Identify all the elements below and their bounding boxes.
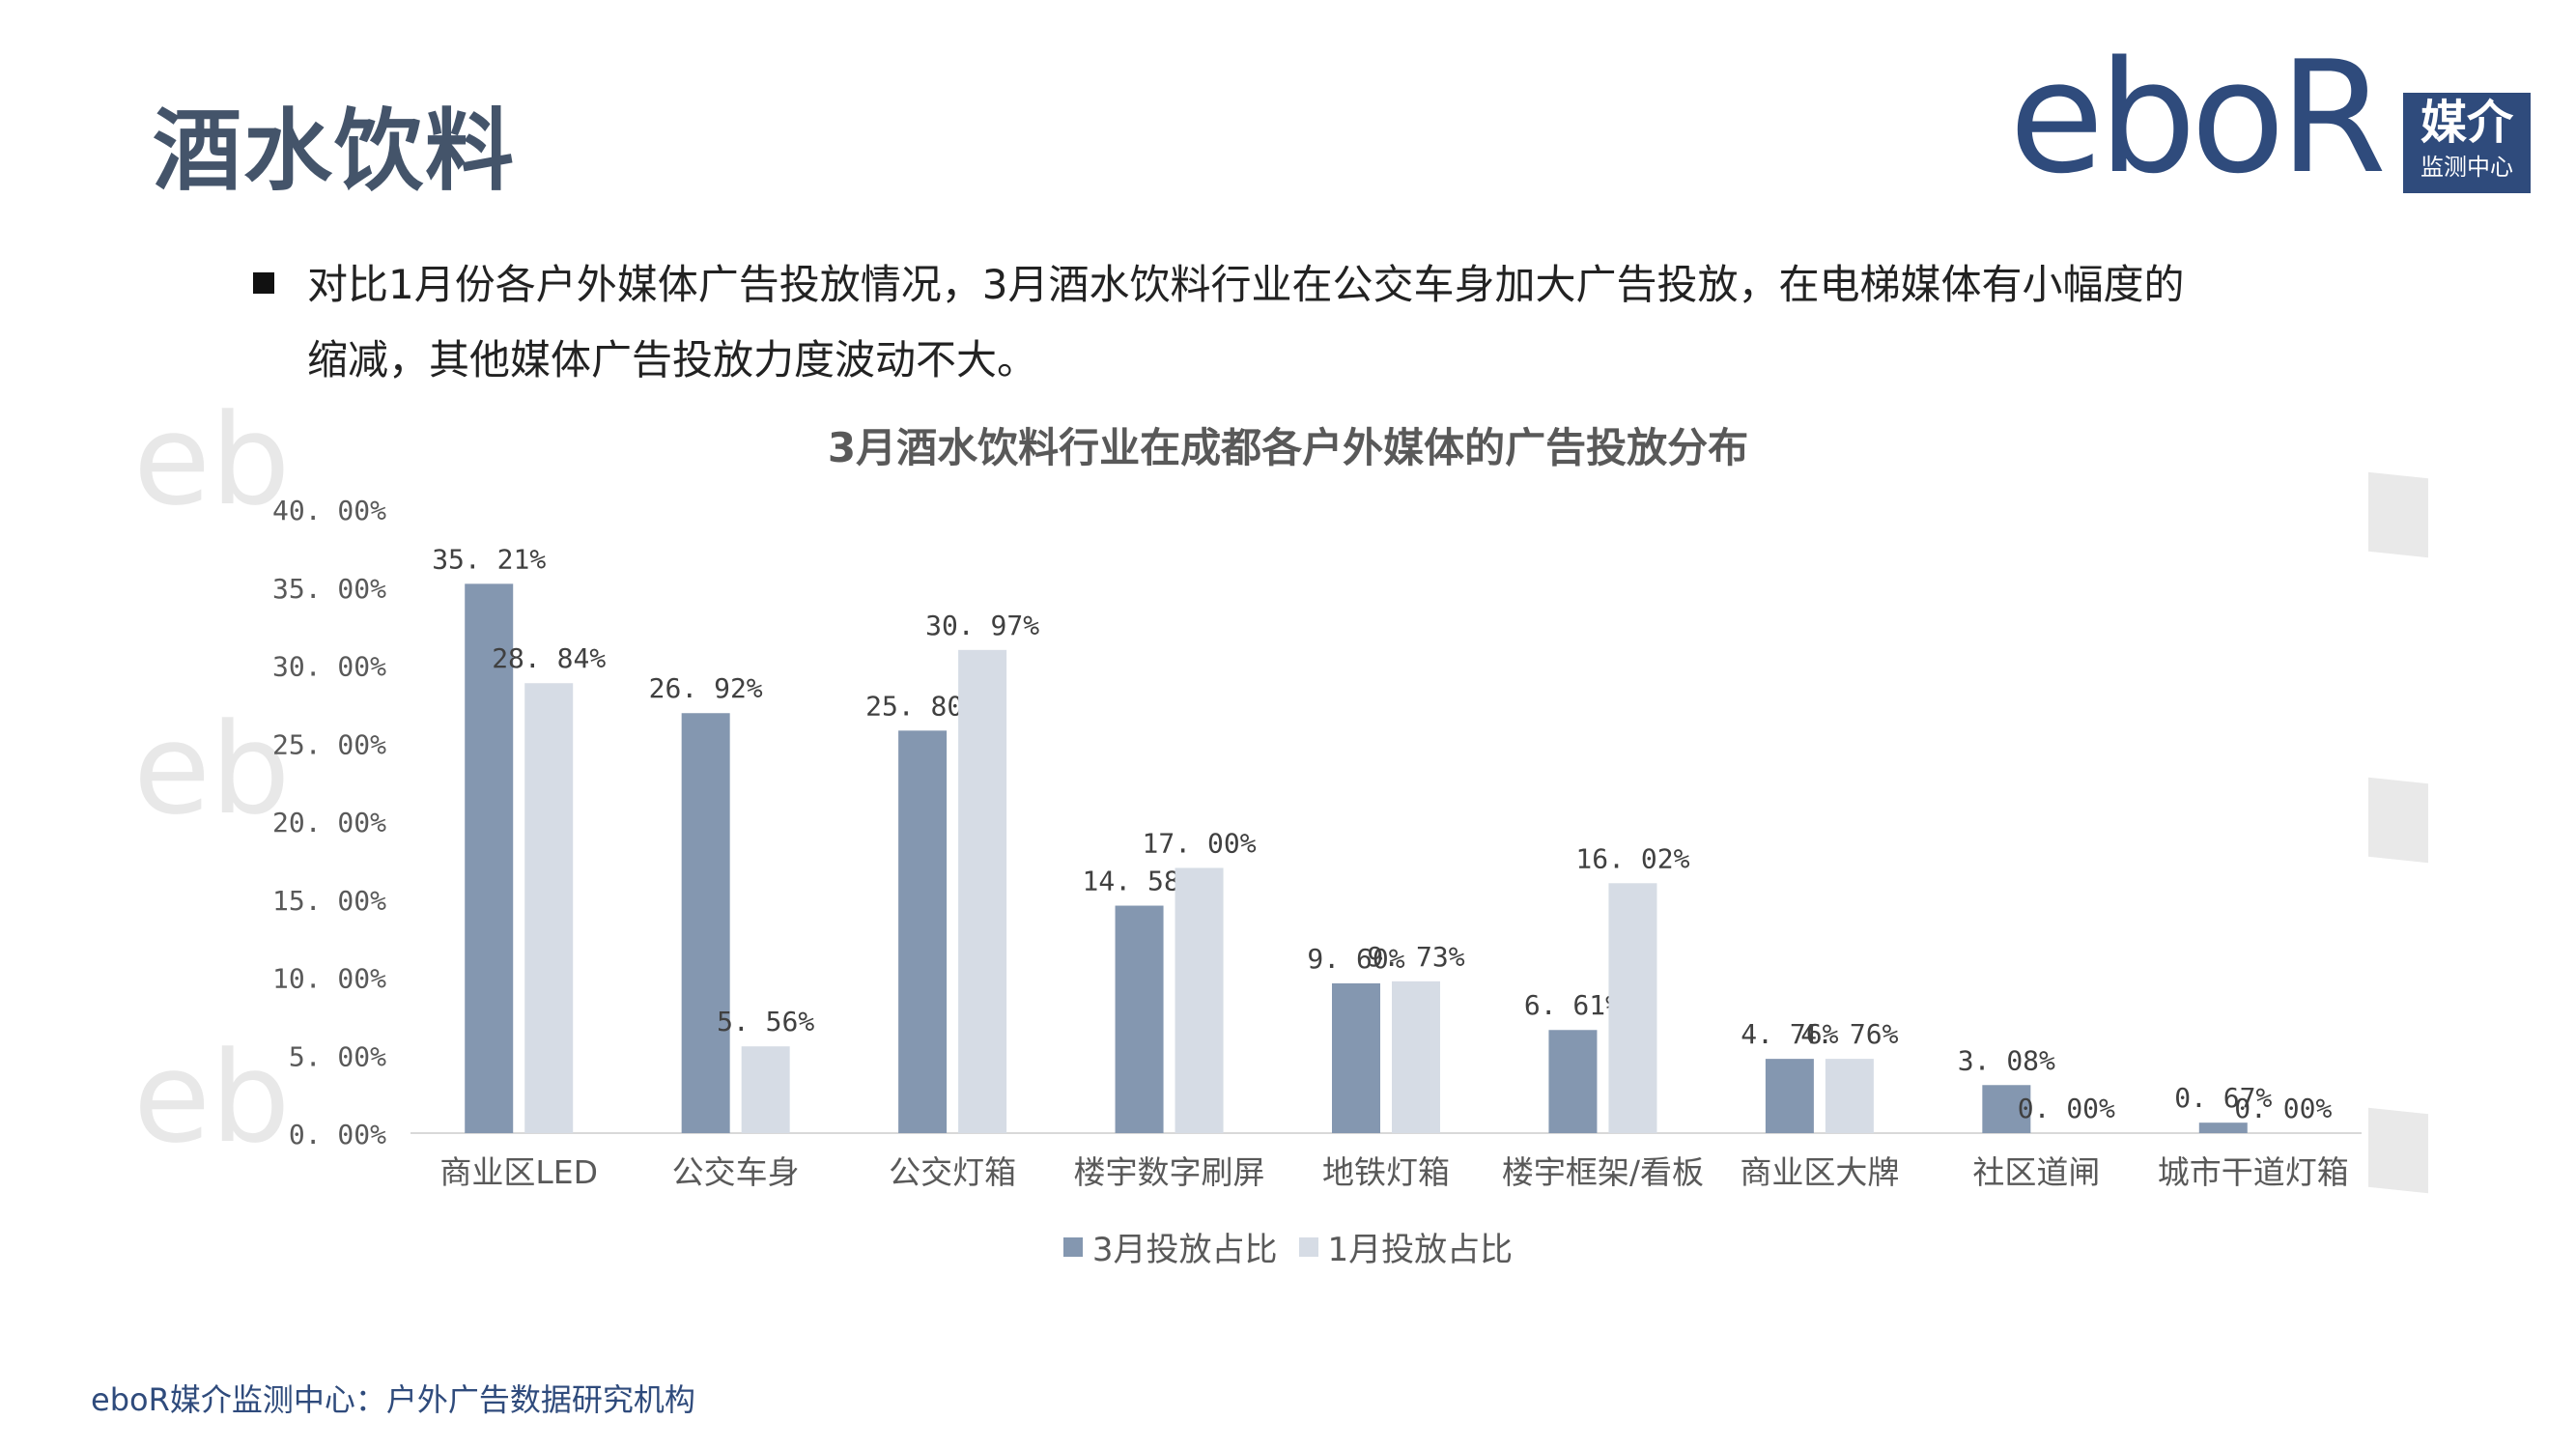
data-label-january: 30. 97% (925, 610, 1039, 641)
logo-badge-subtitle: 监测中心 (2420, 154, 2513, 181)
legend-item-january: 1月投放占比 (1298, 1223, 1514, 1270)
bar-march (1332, 982, 1380, 1133)
x-category-label: 商业区大牌 (1740, 1153, 1899, 1191)
y-tick-label: 30. 00% (272, 651, 386, 683)
chart-title: 3月酒水饮料行业在成都各户外媒体的广告投放分布 (827, 424, 1749, 471)
bar-january (1825, 1059, 1874, 1133)
y-tick-label: 0. 00% (289, 1119, 386, 1151)
x-category-label: 公交灯箱 (889, 1153, 1016, 1191)
logo-badge-title: 媒介 (2420, 96, 2513, 150)
x-category-label: 公交车身 (672, 1153, 800, 1191)
data-label-january: 16. 02% (1575, 842, 1689, 874)
y-tick-label: 10. 00% (272, 963, 386, 995)
description-line-2: 缩减，其他媒体广告投放力度波动不大。 (307, 336, 1038, 384)
data-label-january: 4. 76% (1800, 1018, 1898, 1050)
data-label-march: 3. 08% (1958, 1044, 2055, 1076)
logo-badge: 媒介 监测中心 (2403, 93, 2531, 193)
bar-march (898, 730, 948, 1133)
y-tick-label: 40. 00% (272, 495, 386, 526)
data-label-march: 35. 21% (432, 543, 546, 575)
watermark-bottom: eb (133, 1024, 291, 1171)
bar-march (2198, 1122, 2248, 1133)
watermark-middle: eb (133, 696, 291, 842)
legend-label-january: 1月投放占比 (1327, 1231, 1514, 1269)
data-label-january: 28. 84% (492, 642, 606, 674)
y-tick-label: 15. 00% (272, 885, 386, 917)
logo-wordmark: eboR (2009, 27, 2387, 208)
bar-january (524, 683, 574, 1133)
data-label-march: 26. 92% (649, 672, 763, 704)
bar-january (1608, 883, 1657, 1133)
data-label-march: 6. 61% (1524, 989, 1622, 1021)
legend-label-march: 3月投放占比 (1091, 1231, 1278, 1269)
y-tick-label: 5. 00% (289, 1040, 386, 1072)
legend-swatch-march (1062, 1236, 1083, 1257)
data-label-january: 9. 73% (1367, 941, 1464, 973)
chart-legend: 3月投放占比 1月投放占比 (0, 1223, 2576, 1270)
x-category-label: 楼宇框架/看板 (1502, 1153, 1704, 1191)
data-label-january: 0. 00% (2018, 1093, 2115, 1124)
y-tick-label: 25. 00% (272, 728, 386, 760)
legend-swatch-january (1298, 1236, 1318, 1257)
bar-january (1392, 980, 1440, 1133)
bar-march (1765, 1059, 1814, 1133)
bar-march (1548, 1030, 1598, 1133)
description-line-1: 对比1月份各户外媒体广告投放情况，3月酒水饮料行业在公交车身加大广告投放，在电梯… (307, 261, 2185, 308)
x-category-label: 楼宇数字刷屏 (1074, 1153, 1265, 1191)
data-label-march: 4. 76% (1741, 1018, 1838, 1050)
bar-january (741, 1046, 790, 1133)
data-label-january: 17. 00% (1143, 827, 1257, 859)
bar-march (1982, 1085, 2031, 1133)
x-category-label: 城市干道灯箱 (2158, 1153, 2349, 1191)
x-category-label: 商业区LED (439, 1153, 598, 1191)
bar-march (1115, 905, 1164, 1133)
bar-january (958, 649, 1007, 1133)
y-tick-label: 20. 00% (272, 807, 386, 838)
x-category-label: 地铁灯箱 (1322, 1153, 1450, 1191)
data-label-january: 5. 56% (717, 1006, 814, 1037)
footer-source: eboR媒介监测中心：户外广告数据研究机构 (91, 1381, 695, 1418)
bar-january (1175, 867, 1224, 1133)
description-text: 对比1月份各户外媒体广告投放情况，3月酒水饮料行业在公交车身加大广告投放，在电梯… (307, 247, 2316, 398)
watermark-top: eb (133, 386, 291, 533)
data-label-march: 9. 60% (1307, 943, 1404, 975)
y-tick-label: 35. 00% (272, 573, 386, 605)
bar-march (465, 583, 514, 1133)
x-category-label: 社区道闸 (1972, 1153, 2100, 1191)
ebor-logo: eboR 媒介 监测中心 (2009, 41, 2531, 195)
legend-item-march: 3月投放占比 (1062, 1223, 1278, 1270)
bar-march (681, 713, 730, 1133)
bullet-square-icon (253, 272, 274, 294)
page-title: 酒水饮料 (153, 99, 517, 203)
data-label-march: 0. 67% (2174, 1082, 2272, 1114)
data-label-january: 0. 00% (2234, 1093, 2332, 1124)
